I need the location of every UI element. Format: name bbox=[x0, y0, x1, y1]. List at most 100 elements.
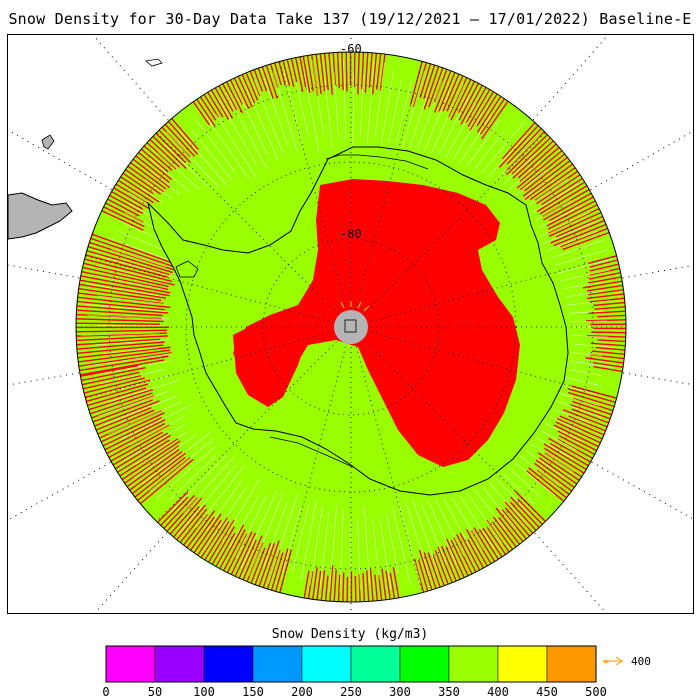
density-streak bbox=[302, 56, 311, 93]
density-streak bbox=[282, 60, 291, 86]
density-streak bbox=[445, 538, 465, 578]
density-streak bbox=[164, 123, 195, 157]
density-streak bbox=[81, 371, 140, 386]
density-streak bbox=[478, 528, 499, 560]
density-streak bbox=[82, 266, 169, 288]
density-streak bbox=[562, 231, 610, 251]
colorbar-tick-label: 250 bbox=[340, 685, 362, 699]
density-streak bbox=[169, 497, 203, 535]
density-streak bbox=[95, 406, 152, 431]
sampling-stripe bbox=[363, 507, 371, 585]
polar-map: -60 -80 bbox=[8, 35, 693, 613]
density-streak bbox=[262, 540, 280, 588]
density-streak bbox=[117, 179, 154, 204]
density-streak bbox=[102, 416, 163, 447]
sampling-stripe bbox=[95, 254, 182, 280]
density-streak bbox=[210, 89, 230, 120]
sampling-stripe bbox=[263, 77, 288, 145]
density-streak bbox=[389, 572, 396, 599]
density-streak bbox=[100, 412, 165, 443]
density-streak bbox=[91, 395, 155, 419]
colorbar-tick-label: 50 bbox=[148, 685, 162, 699]
sampling-stripe bbox=[460, 482, 503, 544]
density-streak bbox=[274, 62, 282, 86]
density-streak bbox=[238, 539, 257, 579]
colorbar-cell bbox=[154, 645, 205, 683]
sampling-stripe bbox=[102, 347, 159, 355]
sampling-stripe bbox=[435, 94, 470, 162]
density-streak bbox=[519, 153, 566, 191]
sampling-stripe bbox=[339, 509, 344, 593]
density-streak bbox=[506, 128, 542, 165]
density-streak bbox=[511, 137, 551, 175]
sampling-stripe bbox=[409, 492, 439, 572]
density-streak bbox=[592, 362, 624, 368]
sampling-stripe bbox=[234, 86, 269, 157]
density-streak bbox=[233, 77, 250, 109]
density-streak bbox=[362, 573, 366, 602]
density-streak bbox=[253, 69, 264, 92]
density-streak bbox=[125, 169, 162, 195]
density-streak bbox=[160, 496, 189, 526]
density-streak bbox=[242, 535, 263, 581]
sampling-stripe bbox=[282, 505, 302, 573]
sampling-stripe bbox=[130, 416, 185, 446]
density-streak bbox=[86, 383, 149, 403]
density-streak bbox=[586, 293, 625, 300]
density-streak bbox=[307, 570, 314, 599]
sampling-stripe bbox=[263, 503, 288, 567]
density-streak bbox=[432, 555, 445, 586]
colorbar-tick-label: 400 bbox=[487, 685, 509, 699]
density-streak bbox=[547, 207, 600, 234]
sampling-stripe bbox=[87, 314, 170, 320]
density-streak bbox=[587, 288, 624, 296]
sampling-stripe bbox=[374, 63, 385, 138]
density-streak bbox=[423, 552, 437, 589]
density-streak bbox=[567, 388, 616, 404]
density-streak bbox=[476, 95, 502, 133]
sampling-stripe bbox=[357, 519, 361, 591]
density-streak bbox=[550, 442, 589, 467]
density-streak bbox=[110, 431, 163, 462]
colorbar-cell bbox=[546, 645, 597, 683]
density-streak bbox=[385, 570, 391, 600]
density-streak bbox=[79, 355, 169, 372]
density-streak bbox=[77, 344, 164, 355]
density-streak bbox=[76, 329, 168, 333]
sampling-stripe bbox=[319, 512, 330, 587]
density-streak bbox=[582, 280, 623, 289]
sampling-stripe bbox=[149, 438, 215, 492]
density-streak bbox=[556, 418, 603, 440]
density-streak bbox=[82, 374, 142, 390]
density-streak bbox=[219, 524, 245, 570]
colorbar-tick-label: 0 bbox=[102, 685, 109, 699]
density-streak bbox=[568, 415, 606, 432]
density-streak bbox=[467, 539, 485, 569]
density-streak bbox=[76, 305, 169, 314]
coastline bbox=[147, 146, 569, 496]
density-streak bbox=[261, 66, 274, 99]
density-streak bbox=[345, 52, 348, 92]
density-streak bbox=[79, 279, 170, 297]
density-streak bbox=[526, 470, 565, 502]
colorbar-cell bbox=[350, 645, 401, 683]
density-streak bbox=[214, 87, 234, 119]
density-streak bbox=[467, 89, 491, 128]
density-streak bbox=[109, 194, 144, 215]
density-streak bbox=[535, 459, 575, 489]
sampling-stripe bbox=[204, 485, 248, 551]
density-streak bbox=[129, 450, 183, 491]
density-streak bbox=[245, 72, 259, 101]
density-streak bbox=[132, 158, 171, 189]
density-streak bbox=[528, 467, 567, 499]
density-streak bbox=[146, 142, 177, 170]
pole-marker bbox=[344, 319, 357, 333]
density-streak bbox=[514, 490, 546, 522]
density-streak bbox=[119, 437, 179, 477]
density-streak bbox=[87, 387, 147, 407]
density-streak bbox=[88, 388, 154, 411]
density-streak bbox=[504, 501, 534, 534]
density-streak bbox=[222, 529, 246, 572]
density-streak bbox=[374, 574, 379, 601]
density-streak bbox=[83, 377, 145, 394]
